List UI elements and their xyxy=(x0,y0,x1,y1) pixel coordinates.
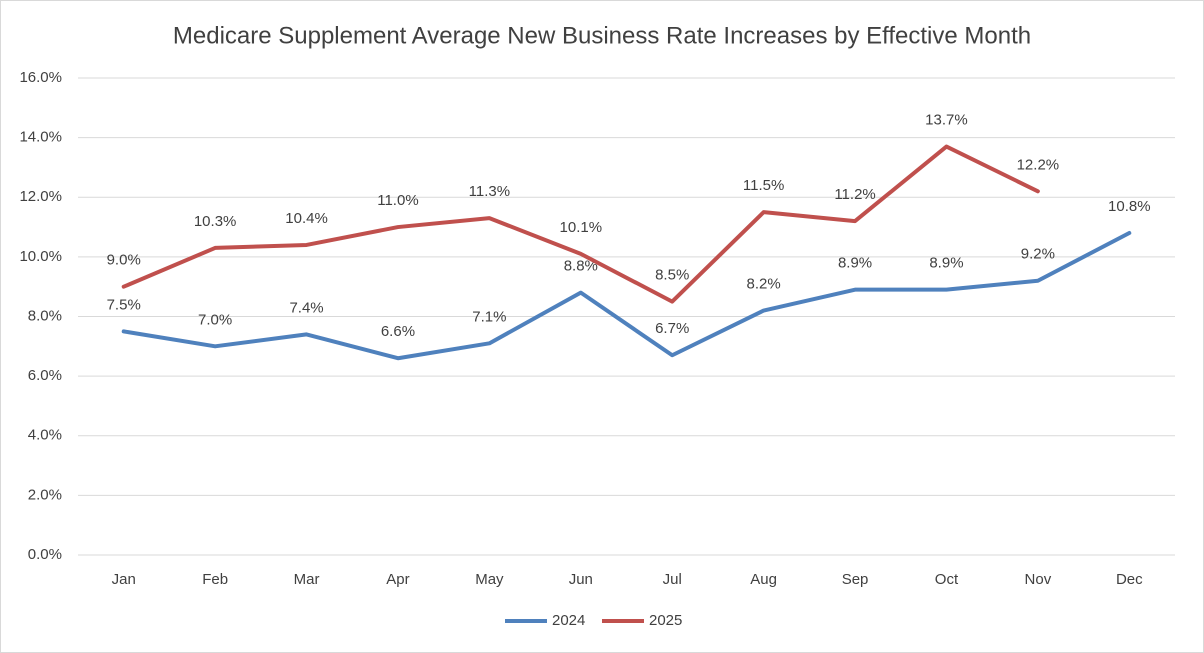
y-tick-label: 0.0% xyxy=(28,546,62,563)
x-tick-label: Apr xyxy=(386,571,409,588)
x-tick-label: Sep xyxy=(842,571,869,588)
data-label: 9.0% xyxy=(107,252,141,269)
y-tick-label: 6.0% xyxy=(28,367,62,384)
y-tick-label: 10.0% xyxy=(19,248,62,265)
data-label: 13.7% xyxy=(925,112,968,129)
x-tick-label: Jan xyxy=(112,571,136,588)
data-label: 11.2% xyxy=(834,186,875,203)
chart-title: Medicare Supplement Average New Business… xyxy=(173,22,1031,49)
data-label: 11.0% xyxy=(377,192,418,209)
data-label: 10.4% xyxy=(285,210,328,227)
x-tick-label: May xyxy=(475,571,504,588)
x-tick-label: Feb xyxy=(202,571,228,588)
y-tick-label: 12.0% xyxy=(19,188,62,205)
data-label: 8.5% xyxy=(655,267,689,284)
data-label: 9.2% xyxy=(1021,246,1055,263)
x-tick-label: Dec xyxy=(1116,571,1143,588)
y-tick-label: 16.0% xyxy=(19,69,62,86)
data-label: 10.3% xyxy=(194,213,237,230)
data-label: 12.2% xyxy=(1017,156,1060,173)
x-tick-label: Jul xyxy=(663,571,682,588)
x-tick-label: Oct xyxy=(935,571,959,588)
y-tick-label: 8.0% xyxy=(28,307,62,324)
data-label: 8.8% xyxy=(564,258,598,275)
data-label: 11.3% xyxy=(469,183,510,200)
data-label: 11.5% xyxy=(743,177,784,194)
series-line xyxy=(121,231,1132,361)
y-tick-label: 2.0% xyxy=(28,486,62,503)
data-label: 8.9% xyxy=(838,255,872,272)
legend-label: 2024 xyxy=(552,612,585,629)
data-label: 6.6% xyxy=(381,323,415,340)
series-line xyxy=(121,144,1040,304)
data-label: 7.0% xyxy=(198,311,232,328)
data-label: 10.1% xyxy=(560,219,603,236)
data-label: 8.9% xyxy=(929,255,963,272)
data-label: 7.4% xyxy=(289,299,323,316)
data-label: 8.2% xyxy=(747,276,781,293)
data-label: 6.7% xyxy=(655,320,689,337)
legend-label: 2025 xyxy=(649,612,682,629)
data-label: 10.8% xyxy=(1108,198,1151,215)
y-tick-label: 4.0% xyxy=(28,427,62,444)
x-tick-label: Nov xyxy=(1025,571,1052,588)
x-tick-label: Jun xyxy=(569,571,593,588)
data-label: 7.5% xyxy=(107,296,141,313)
x-tick-label: Aug xyxy=(750,571,777,588)
x-tick-label: Mar xyxy=(294,571,320,588)
y-tick-label: 14.0% xyxy=(19,129,62,146)
data-label: 7.1% xyxy=(472,308,506,325)
